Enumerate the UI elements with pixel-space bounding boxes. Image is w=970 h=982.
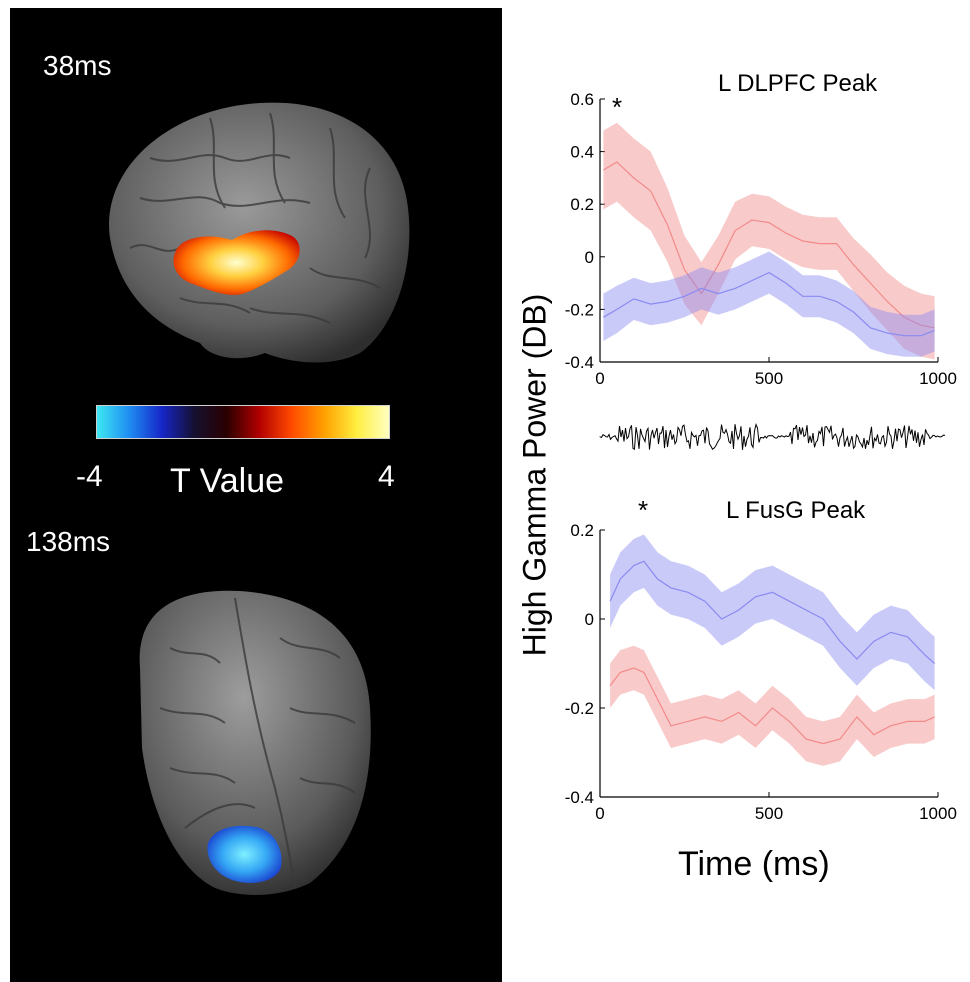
- colorbar: [96, 405, 390, 439]
- bottom-chart-series-0-line: [609, 560, 935, 664]
- bottom-chart-series-1-line: [609, 667, 935, 745]
- colorbar-max-label: 4: [378, 460, 395, 493]
- brain-lateral: [109, 102, 410, 895]
- significance-star-bottom: *: [638, 495, 649, 525]
- top-chart-y-tick-label: -0.4: [565, 353, 594, 372]
- top-chart-series-1-line: [603, 271, 935, 337]
- chart-title-bottom: L FusG Peak: [726, 497, 866, 524]
- audio-waveform: [599, 423, 946, 451]
- top-chart-y-tick-label: -0.2: [565, 300, 594, 319]
- top-chart-series-0-band: [603, 122, 935, 360]
- bottom-chart-y-tick-label: 0: [585, 610, 594, 629]
- chart-bottom: 0.20-0.2-0.40 500 1000: [565, 521, 957, 823]
- time-label-bottom: 138ms: [26, 526, 111, 557]
- top-chart-y-tick-label: 0.4: [570, 143, 594, 162]
- top-chart-x-tick-label: 0: [595, 369, 604, 388]
- top-chart-x-tick-label: 1000: [919, 369, 957, 388]
- colorbar-min-label: -4: [76, 460, 103, 493]
- waveform-trace: [599, 423, 946, 451]
- bottom-chart-series-1-band: [610, 645, 935, 766]
- top-chart-series-0-line: [603, 161, 935, 329]
- chart-top: 0.60.40.20-0.2-0.40 500 1000: [565, 90, 957, 388]
- x-axis-label: Time (ms): [678, 845, 830, 883]
- top-chart-series-1-band: [603, 251, 935, 357]
- significance-star-top: *: [612, 92, 623, 122]
- brain-panel: 38ms: [10, 8, 502, 982]
- bottom-chart-x-tick-label: 500: [755, 804, 783, 823]
- top-chart-y-tick-label: 0.2: [570, 195, 594, 214]
- chart-title-top: L DLPFC Peak: [718, 70, 878, 97]
- time-label-top: 38ms: [43, 50, 112, 81]
- top-chart-y-tick-label: 0: [585, 248, 594, 267]
- bottom-chart-y-tick-label: -0.2: [565, 699, 594, 718]
- top-chart-x-tick-label: 500: [755, 369, 783, 388]
- top-chart-y-tick-label: 0.6: [570, 90, 594, 109]
- bottom-chart-x-tick-label: 1000: [919, 804, 957, 823]
- colorbar-title: T Value: [170, 462, 285, 500]
- bottom-chart-series-0-band: [610, 534, 935, 691]
- bottom-chart-y-tick-label: -0.4: [565, 788, 594, 807]
- bottom-chart-x-tick-label: 0: [595, 804, 604, 823]
- bottom-chart-y-tick-label: 0.2: [570, 521, 594, 540]
